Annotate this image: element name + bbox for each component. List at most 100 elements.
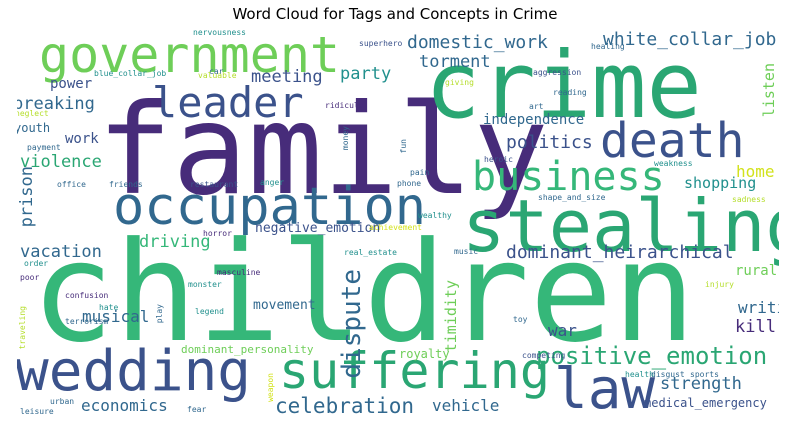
word-order: order xyxy=(24,259,49,268)
word-white-collar-job: white_collar_job xyxy=(603,29,777,50)
word-anger: anger xyxy=(260,178,285,187)
word-pain: pain xyxy=(410,168,430,177)
word-timidity: timidity xyxy=(442,280,460,353)
word-work: work xyxy=(65,131,99,147)
word-phone: phone xyxy=(397,179,422,188)
word-medical-emergency: medical_emergency xyxy=(644,396,767,410)
word-occupation: occupation xyxy=(113,177,427,237)
word-health: health xyxy=(625,370,654,379)
word-confusion: confusion xyxy=(65,291,109,300)
word-neglect: neglect xyxy=(17,109,49,118)
word-fun: fun xyxy=(399,139,408,154)
word-vacation: vacation xyxy=(20,242,102,262)
word-toy: toy xyxy=(513,315,528,324)
chart-title: Word Cloud for Tags and Concepts in Crim… xyxy=(232,5,558,23)
word-terrorism: terrorism xyxy=(65,317,109,326)
word-family: family xyxy=(97,78,549,223)
word-poor: poor xyxy=(20,273,40,282)
word-movement: movement xyxy=(253,298,316,313)
word-meeting: meeting xyxy=(251,67,323,87)
word-breaking: breaking xyxy=(17,94,95,114)
word-government: government xyxy=(39,26,341,84)
word-nervousness: nervousness xyxy=(193,28,246,37)
word-musical: musical xyxy=(82,307,150,326)
word-death: death xyxy=(600,113,745,169)
word-blue-collar-job: blue_collar_job xyxy=(94,69,167,78)
word-aggression: aggression xyxy=(533,68,582,77)
word-art: art xyxy=(529,102,544,111)
word-power: power xyxy=(50,76,93,92)
word-torment: torment xyxy=(419,52,491,72)
word-suffering: suffering xyxy=(279,342,550,400)
word-celebration: celebration xyxy=(275,394,415,418)
word-politics: politics xyxy=(506,132,593,153)
word-urban: urban xyxy=(50,397,75,406)
word-legend: legend xyxy=(195,307,224,316)
word-injury: injury xyxy=(705,280,734,289)
word-horror: horror xyxy=(203,229,232,238)
word-vehicle: vehicle xyxy=(432,396,500,415)
word-restaurant: restaurant xyxy=(190,180,239,189)
word-leisure: leisure xyxy=(20,407,54,416)
word-shape-and-size: shape_and_size xyxy=(538,193,606,202)
word-fear: fear xyxy=(187,405,207,414)
word-law: law xyxy=(554,357,656,420)
word-wedding: wedding xyxy=(17,339,252,404)
word-negative-emotion: negative_emotion xyxy=(255,221,381,236)
word-reading: reading xyxy=(553,88,587,97)
word-youth: youth xyxy=(17,121,51,135)
word-weakness: weakness xyxy=(654,159,693,168)
word-royalty: royalty xyxy=(399,347,450,361)
word-rural: rural xyxy=(735,263,778,279)
word-masculine: masculine xyxy=(217,268,261,277)
word-prison: prison xyxy=(17,166,37,228)
word-home: home xyxy=(736,162,775,181)
word-payment: payment xyxy=(27,143,61,152)
word-dominant-personality: dominant_personality xyxy=(181,343,314,356)
word-war: war xyxy=(548,321,577,340)
word-sadness: sadness xyxy=(732,195,766,204)
word-crime: crime xyxy=(425,32,702,139)
word-stealing: stealing xyxy=(462,184,779,268)
word-domestic-work: domestic_work xyxy=(407,32,548,53)
word-dominant-heirarchical: dominant_heirarchical xyxy=(506,242,734,263)
word-wealthy: wealthy xyxy=(418,211,452,220)
word-party: party xyxy=(340,64,392,84)
word-achievement: achievement xyxy=(369,223,422,232)
word-car: car xyxy=(209,67,224,76)
word-economics: economics xyxy=(81,396,168,415)
word-play: play xyxy=(155,304,164,324)
word-weapon: weapon xyxy=(266,373,275,402)
word-children: children xyxy=(31,212,696,373)
word-positive-emotion: positive_emotion xyxy=(536,342,768,370)
word-music: music xyxy=(454,247,479,256)
word-leader: leader xyxy=(152,78,304,127)
word-heroic: heroic xyxy=(484,155,513,164)
word-valuable: valuable xyxy=(198,71,237,80)
word-office: office xyxy=(57,180,86,189)
word-hate: hate xyxy=(99,303,119,312)
word-competing: competing xyxy=(522,351,566,360)
word-kill: kill xyxy=(735,317,776,337)
word-cloud: family children crime government stealing occ… xyxy=(17,26,779,420)
word-violence: violence xyxy=(20,152,102,172)
word-disgust: disgust xyxy=(651,370,685,379)
word-independence: independence xyxy=(483,112,585,128)
word-healing: healing xyxy=(591,42,625,51)
word-traveling: traveling xyxy=(18,306,27,350)
word-ridicule: ridicule xyxy=(325,101,364,110)
word-sports: sports xyxy=(690,370,719,379)
word-shopping: shopping xyxy=(684,174,757,192)
word-dispute: dispute xyxy=(337,269,367,379)
word-friends: friends xyxy=(109,180,143,189)
word-money: money xyxy=(341,126,350,151)
word-monster: monster xyxy=(188,280,222,289)
word-listen: listen xyxy=(760,63,778,118)
word-driving: driving xyxy=(139,232,211,252)
word-giving: giving xyxy=(445,78,474,87)
word-business: business xyxy=(472,154,665,200)
word-strength: strength xyxy=(660,374,742,394)
word-superhero: superhero xyxy=(359,39,403,48)
word-writing: writing xyxy=(738,298,779,317)
word-real-estate: real_estate xyxy=(344,248,397,257)
